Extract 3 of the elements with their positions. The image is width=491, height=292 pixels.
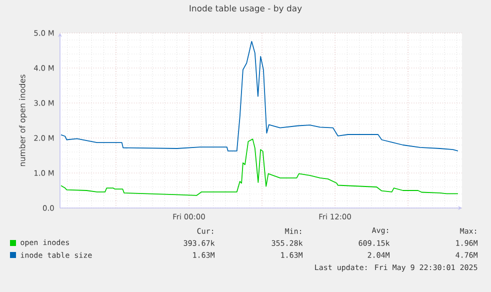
line-series bbox=[60, 138, 458, 196]
line-series bbox=[60, 40, 458, 152]
chart-title: Inode table usage - by day bbox=[190, 4, 302, 14]
